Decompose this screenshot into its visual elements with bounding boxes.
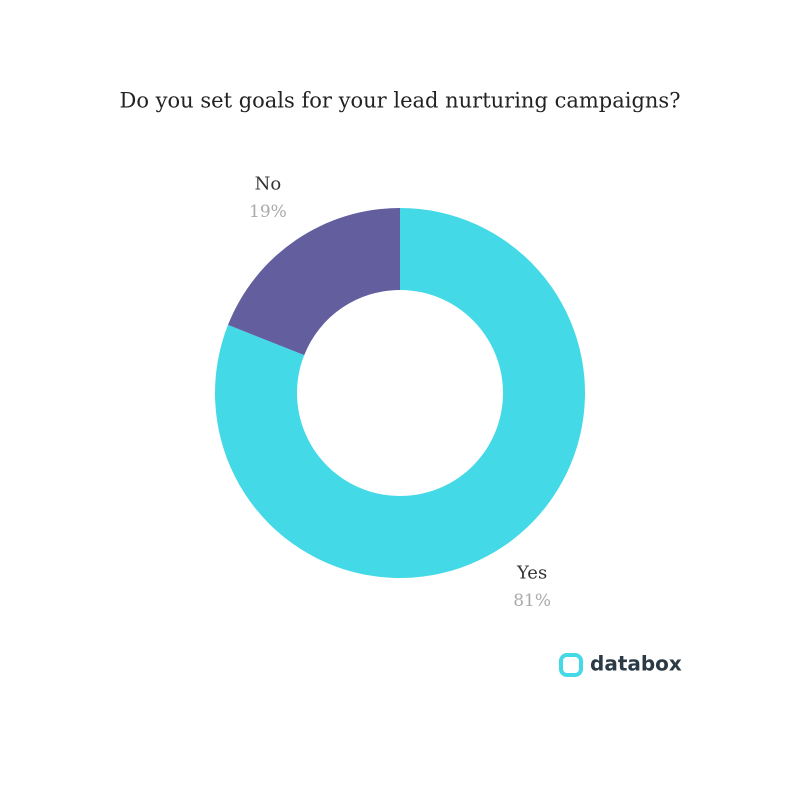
slice-label: No (255, 174, 282, 195)
slice-value: 81% (513, 591, 551, 611)
brand-logo: databox (559, 652, 682, 677)
chart-title: Do you set goals for your lead nurturing… (120, 89, 681, 113)
slice-label: Yes (516, 562, 547, 583)
slice (215, 208, 586, 578)
slice-value: 19% (249, 202, 287, 222)
slice (227, 208, 400, 356)
logo-icon-inner (565, 659, 577, 671)
logo-icon (559, 653, 583, 677)
brand-name: databox (590, 652, 682, 676)
